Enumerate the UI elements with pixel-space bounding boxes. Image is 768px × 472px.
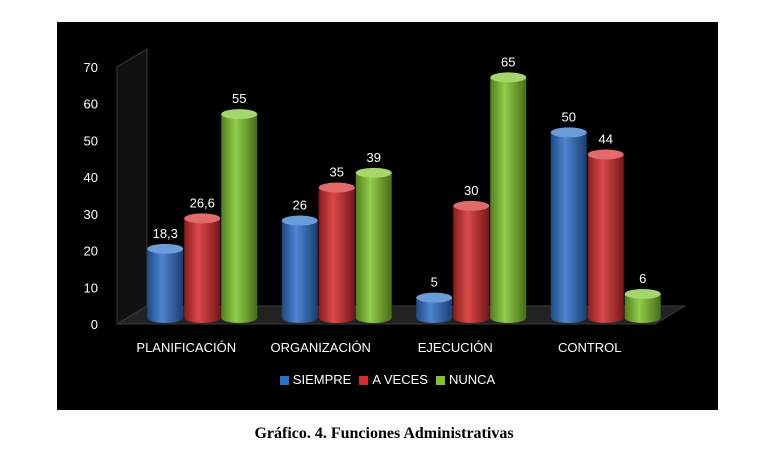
x-tick-label: PLANIFICACIÓN xyxy=(136,340,236,355)
legend-item: A VECES xyxy=(359,372,428,387)
data-label: 30 xyxy=(464,183,478,198)
data-label: 18,3 xyxy=(153,226,178,241)
x-tick-label: EJECUCIÓN xyxy=(418,340,493,355)
bar-siempre-1 xyxy=(147,243,184,323)
legend-item: NUNCA xyxy=(435,372,496,387)
y-tick-label: 30 xyxy=(84,207,98,222)
data-label: 26,6 xyxy=(190,195,215,210)
legend-item: SIEMPRE xyxy=(279,372,352,387)
bar-a-veces-3 xyxy=(453,200,490,323)
chart-panel: 0 10 20 30 40 50 60 70 18,3 26,6 55 26 35 39 5 30 65 50 4… xyxy=(57,22,718,410)
x-tick-label: ORGANIZACIÓN xyxy=(271,340,371,355)
y-tick-label: 50 xyxy=(84,133,98,148)
x-tick-label: CONTROL xyxy=(558,340,622,355)
y-tick-label: 70 xyxy=(84,60,98,75)
figure-caption: Gráfico. 4. Funciones Administrativas xyxy=(254,425,514,442)
y-tick-label: 20 xyxy=(84,244,98,259)
bar-nunca-3 xyxy=(490,72,527,323)
bar-chart: 0 10 20 30 40 50 60 70 18,3 26,6 55 26 35 39 5 30 65 50 4… xyxy=(84,48,687,355)
data-label: 35 xyxy=(330,165,344,180)
data-label: 5 xyxy=(431,275,438,290)
bar-a-veces-4 xyxy=(587,149,624,323)
bar-siempre-3 xyxy=(416,292,453,323)
legend-swatch xyxy=(359,376,369,385)
bar-siempre-2 xyxy=(281,215,318,323)
legend: SIEMPRE A VECES NUNCA xyxy=(57,372,718,387)
data-label: 65 xyxy=(501,54,515,69)
y-tick-label: 0 xyxy=(91,317,98,332)
bar-siempre-4 xyxy=(550,127,587,323)
bar-nunca-1 xyxy=(221,109,258,323)
chart-floor xyxy=(115,305,687,325)
data-label: 39 xyxy=(367,150,381,165)
y-tick-label: 40 xyxy=(84,170,98,185)
bar-a-veces-1 xyxy=(184,213,221,323)
bar-nunca-4 xyxy=(624,288,661,323)
data-label: 50 xyxy=(562,109,576,124)
y-tick-label: 60 xyxy=(84,97,98,112)
data-label: 55 xyxy=(232,91,246,106)
y-tick-label: 10 xyxy=(84,280,98,295)
legend-label: A VECES xyxy=(372,372,428,387)
side-wall xyxy=(116,48,148,325)
data-label: 44 xyxy=(599,131,613,146)
legend-swatch xyxy=(435,376,445,385)
legend-label: SIEMPRE xyxy=(292,372,352,387)
data-label: 6 xyxy=(639,271,646,286)
bar-nunca-2 xyxy=(355,167,392,323)
data-label: 26 xyxy=(293,198,307,213)
bar-a-veces-2 xyxy=(318,182,355,323)
legend-label: NUNCA xyxy=(448,372,496,387)
legend-swatch xyxy=(279,376,289,385)
